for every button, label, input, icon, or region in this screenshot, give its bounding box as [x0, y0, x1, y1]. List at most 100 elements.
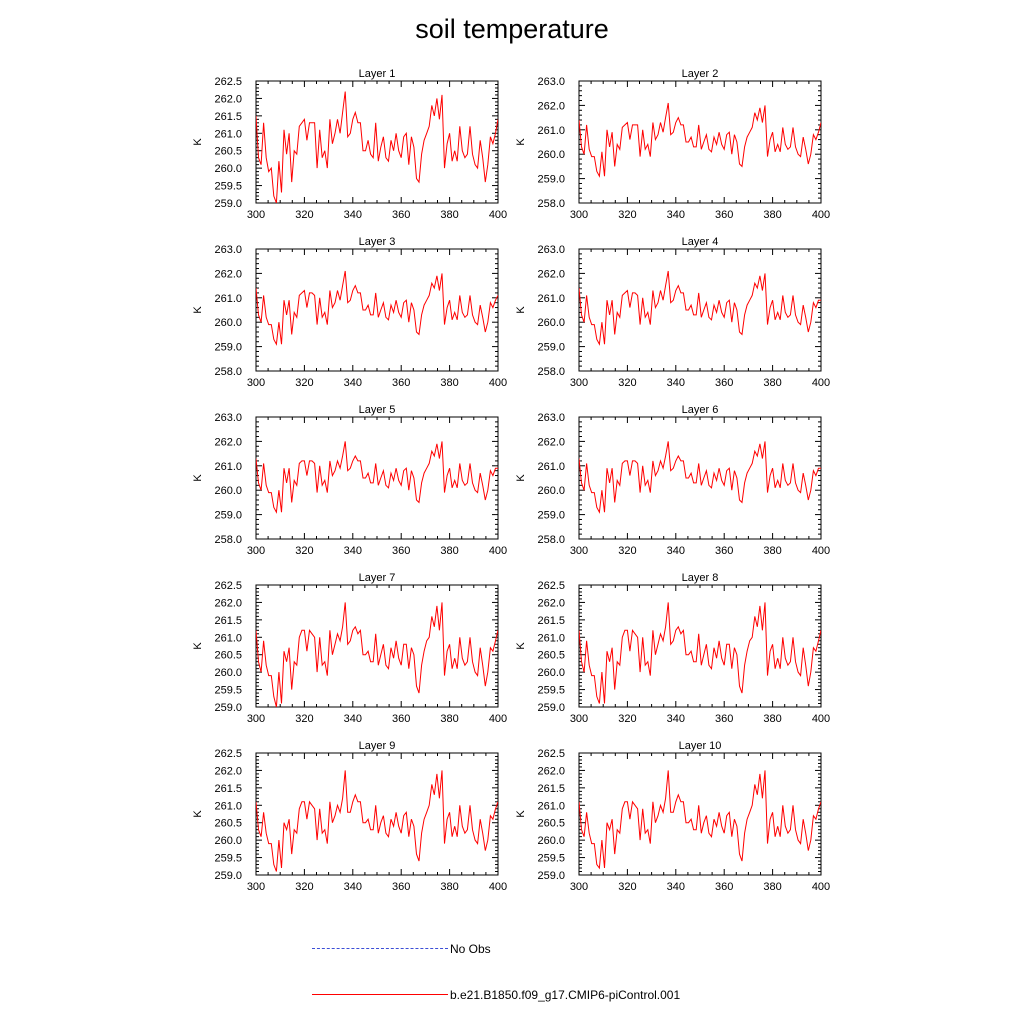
x-tick-label: 320 [295, 377, 313, 389]
x-tick-label: 340 [667, 545, 685, 557]
legend-no-obs-label: No Obs [450, 941, 491, 956]
x-tick-label: 340 [344, 545, 362, 557]
legend-no-obs: No Obs [312, 941, 491, 956]
x-tick-label: 360 [715, 713, 733, 725]
x-tick-label: 300 [247, 545, 265, 557]
legend-model-run-line [312, 994, 448, 996]
y-axis-label: K [192, 306, 204, 314]
x-tick-label: 380 [763, 881, 781, 893]
y-tick-label: 261.0 [537, 293, 565, 305]
y-tick-label: 260.0 [537, 149, 565, 161]
x-tick-label: 300 [570, 377, 588, 389]
x-tick-label: 340 [667, 209, 685, 221]
y-tick-label: 263.0 [537, 412, 565, 424]
y-axis-label: K [515, 642, 527, 650]
y-tick-label: 261.0 [537, 800, 565, 812]
y-tick-label: 259.0 [537, 174, 565, 186]
x-tick-label: 380 [763, 545, 781, 557]
x-tick-label: 340 [667, 377, 685, 389]
y-tick-label: 260.5 [537, 650, 565, 662]
y-tick-label: 263.0 [537, 76, 565, 88]
y-tick-label: 259.0 [214, 702, 242, 714]
x-tick-label: 360 [392, 881, 410, 893]
legend-no-obs-line [312, 948, 448, 950]
series-line [579, 770, 821, 870]
x-tick-label: 380 [440, 377, 458, 389]
x-tick-label: 380 [440, 881, 458, 893]
y-tick-label: 259.5 [537, 685, 565, 697]
x-tick-label: 320 [618, 713, 636, 725]
x-tick-label: 400 [489, 545, 507, 557]
y-tick-label: 262.0 [214, 268, 242, 280]
y-tick-label: 260.0 [214, 163, 242, 175]
y-tick-label: 262.0 [537, 597, 565, 609]
x-tick-label: 300 [570, 209, 588, 221]
y-tick-label: 263.0 [537, 244, 565, 256]
y-tick-label: 261.5 [214, 783, 242, 795]
x-tick-label: 300 [570, 881, 588, 893]
y-tick-label: 259.5 [214, 853, 242, 865]
panel-layer-10: Layer 10 K 300 320 340 360 380 400 259.0 259.5 260… [515, 740, 830, 893]
y-tick-label: 261.0 [537, 461, 565, 473]
y-tick-label: 258.0 [214, 534, 242, 546]
x-tick-label: 300 [570, 713, 588, 725]
x-tick-label: 340 [344, 377, 362, 389]
y-tick-label: 261.0 [214, 293, 242, 305]
x-tick-label: 340 [344, 713, 362, 725]
y-tick-label: 262.0 [214, 436, 242, 448]
panel-title: Layer 6 [682, 404, 719, 416]
y-tick-label: 262.0 [537, 436, 565, 448]
series-line [579, 102, 821, 178]
series-line [256, 770, 498, 872]
y-tick-label: 260.0 [214, 667, 242, 679]
y-tick-label: 260.5 [214, 650, 242, 662]
y-tick-label: 262.0 [214, 93, 242, 105]
y-tick-label: 263.0 [214, 244, 242, 256]
series-line [256, 270, 498, 346]
y-tick-label: 262.5 [214, 580, 242, 592]
y-tick-label: 259.5 [214, 181, 242, 193]
panel-layer-8: Layer 8 K 300 320 340 360 380 400 259.0 259.5 260.… [515, 572, 830, 725]
x-tick-label: 400 [812, 209, 830, 221]
y-tick-label: 259.0 [537, 870, 565, 882]
x-tick-label: 400 [489, 713, 507, 725]
y-tick-label: 261.5 [537, 783, 565, 795]
y-tick-label: 263.0 [214, 412, 242, 424]
y-tick-label: 258.0 [537, 534, 565, 546]
panel-title: Layer 3 [359, 236, 396, 248]
y-axis-label: K [192, 474, 204, 482]
y-tick-label: 262.0 [537, 268, 565, 280]
x-tick-label: 320 [618, 377, 636, 389]
x-tick-label: 320 [295, 209, 313, 221]
x-tick-label: 400 [812, 545, 830, 557]
panel-title: Layer 5 [359, 404, 396, 416]
x-tick-label: 400 [489, 881, 507, 893]
panel-layer-9: Layer 9 K 300 320 340 360 380 400 259.0 259.5 260.… [192, 740, 507, 893]
x-tick-label: 340 [344, 881, 362, 893]
y-tick-label: 260.0 [214, 317, 242, 329]
y-tick-label: 262.0 [214, 597, 242, 609]
x-tick-label: 400 [812, 377, 830, 389]
y-axis-label: K [515, 306, 527, 314]
y-tick-label: 261.0 [537, 125, 565, 137]
panel-title: Layer 8 [682, 572, 719, 584]
x-tick-label: 300 [247, 713, 265, 725]
y-axis-label: K [192, 642, 204, 650]
y-tick-label: 260.0 [537, 667, 565, 679]
x-tick-label: 360 [715, 209, 733, 221]
panel-title: Layer 9 [359, 740, 396, 752]
y-tick-label: 260.5 [214, 818, 242, 830]
x-tick-label: 380 [763, 377, 781, 389]
x-tick-label: 360 [392, 377, 410, 389]
y-tick-label: 261.5 [214, 615, 242, 627]
y-axis-label: K [515, 474, 527, 482]
y-tick-label: 260.0 [537, 835, 565, 847]
panel-layer-6: Layer 6 K 300 320 340 360 380 400 258.0 259.0 260.… [515, 404, 830, 557]
y-tick-label: 260.0 [537, 317, 565, 329]
y-tick-label: 260.5 [537, 818, 565, 830]
legend-model-run-label: b.e21.B1850.f09_g17.CMIP6-piControl.001 [450, 987, 681, 1002]
x-tick-label: 360 [715, 545, 733, 557]
y-tick-label: 262.0 [537, 100, 565, 112]
y-tick-label: 258.0 [537, 198, 565, 210]
